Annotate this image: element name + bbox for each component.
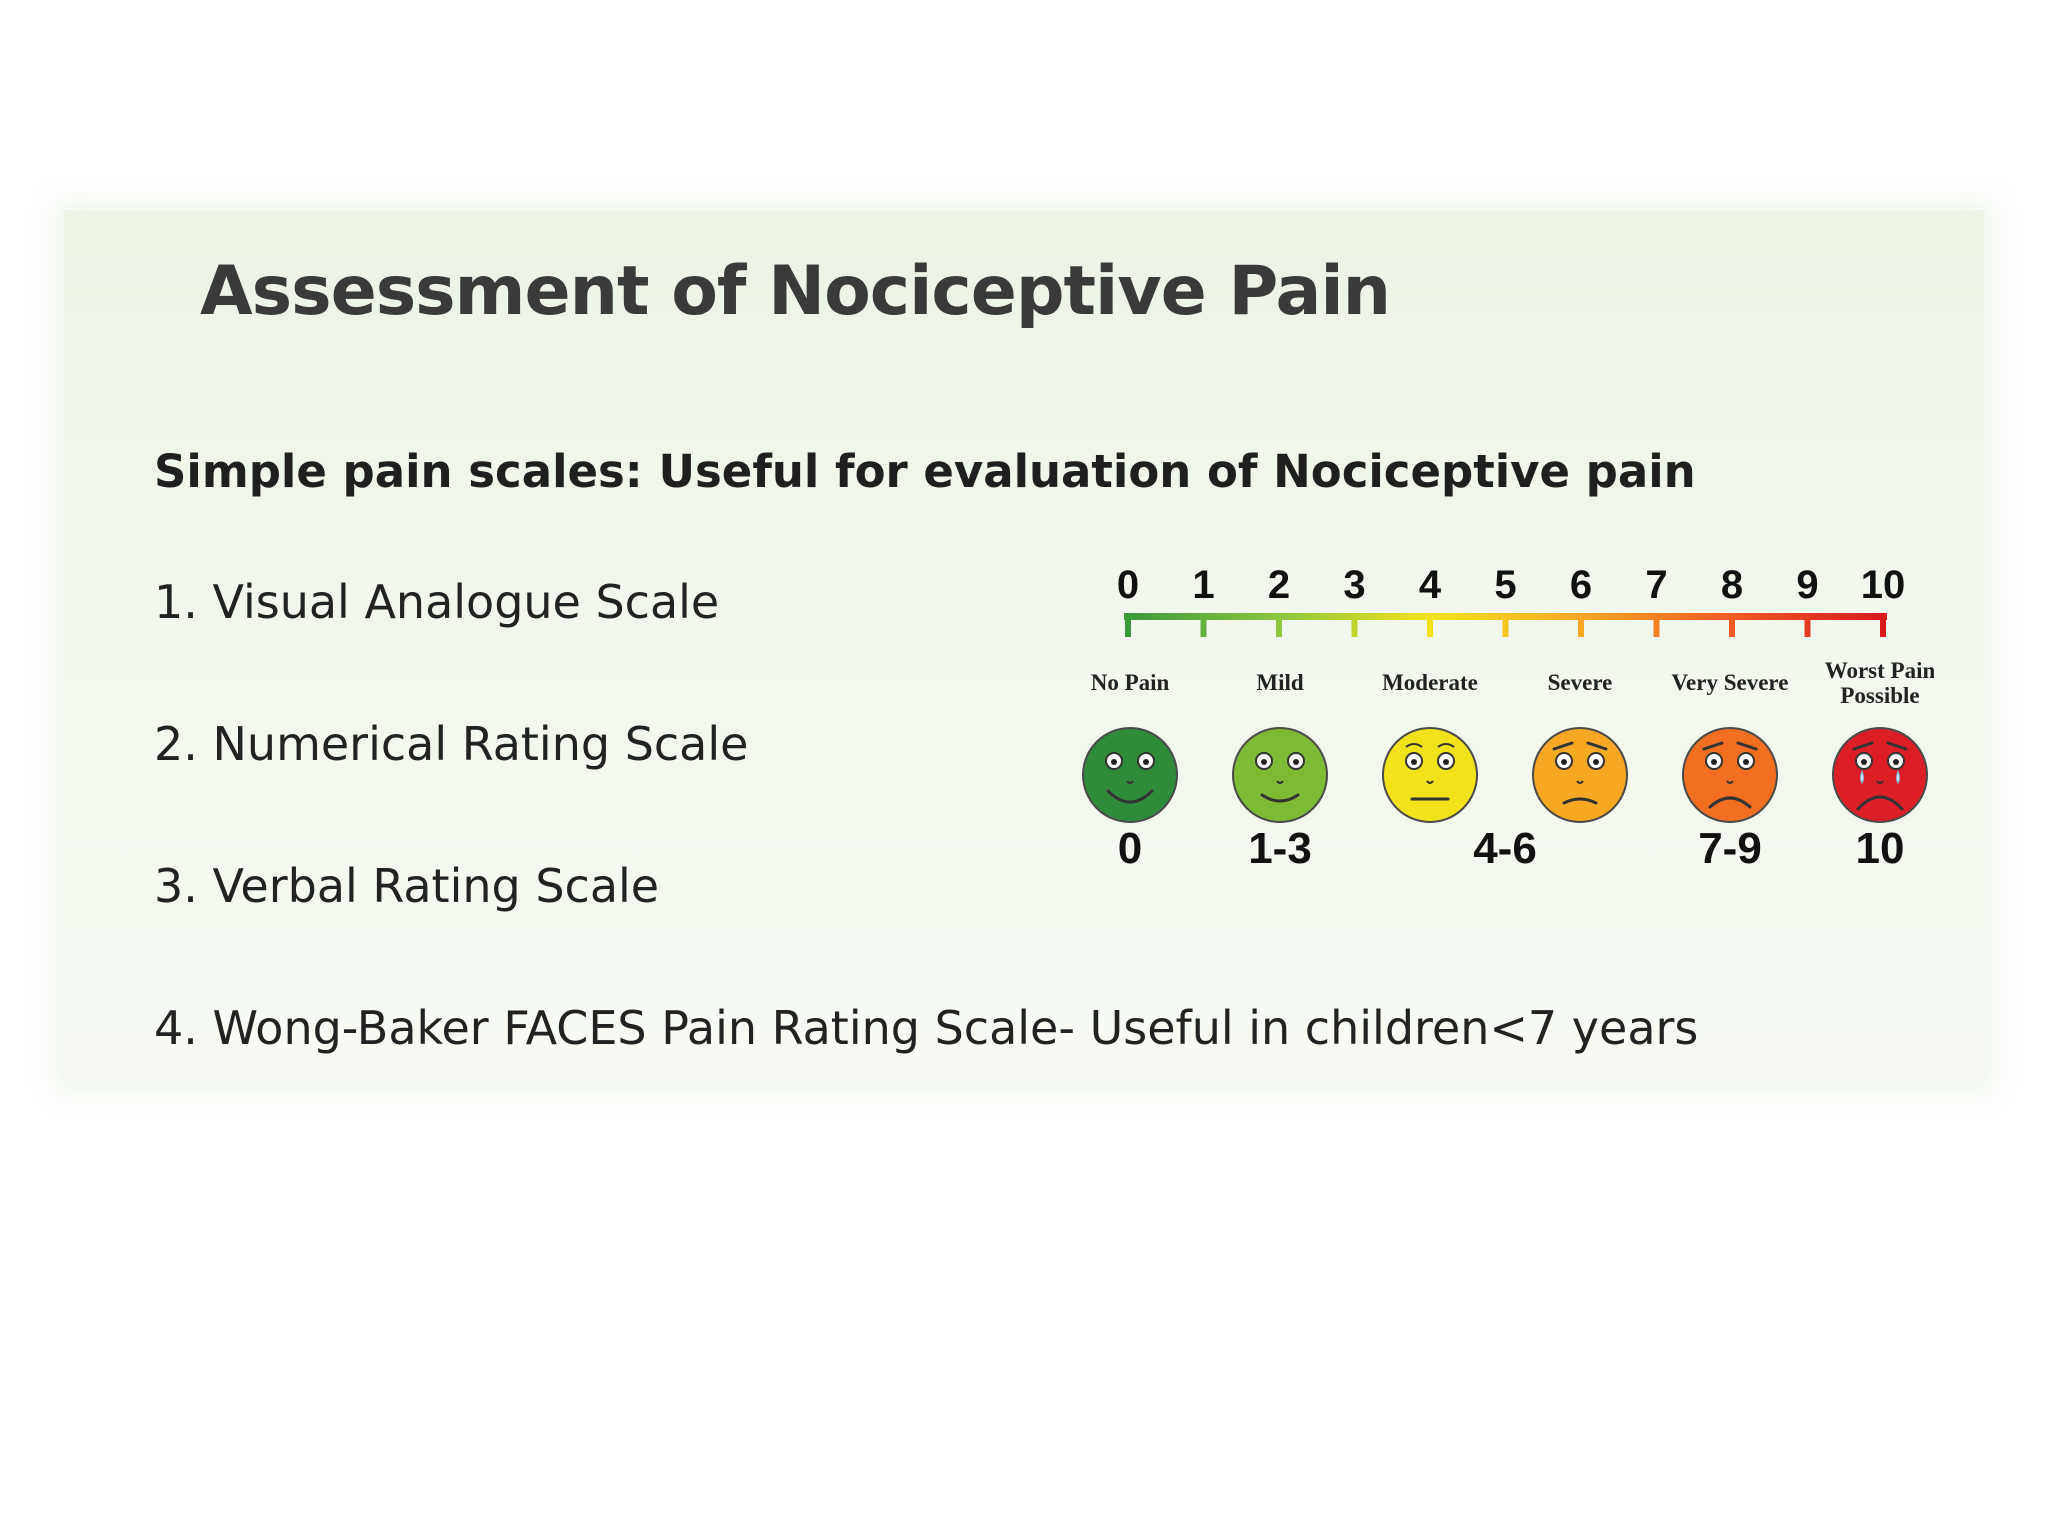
face-range-label: 0 [1118,824,1142,870]
scale-tick [1804,613,1811,637]
face-eyebrow [1437,743,1455,748]
face-label: Moderate [1382,670,1478,695]
slide-subtitle: Simple pain scales: Useful for evaluatio… [154,445,1696,498]
face-circle [1232,727,1328,823]
face-range-label: 7-9 [1698,824,1762,870]
scale-tick [1880,613,1886,637]
neutral-face-icon: Moderate [1382,670,1478,823]
face-pupil [1711,759,1717,765]
face-label: No Pain [1091,670,1170,695]
face-circle [1382,727,1478,823]
scale-number: 6 [1570,563,1592,607]
face-pupil [1411,759,1417,765]
scale-number: 7 [1645,563,1667,607]
face-label: Very Severe [1672,670,1789,695]
face-pupil [1561,759,1567,765]
frowning-face-icon: Severe [1532,670,1628,823]
face-pupil [1293,759,1299,765]
list-item-visual-analogue-scale: 1. Visual Analogue Scale [154,575,720,629]
face-eyebrow [1886,741,1908,751]
scale-tick [1351,613,1358,637]
face-eyebrow [1736,741,1758,751]
pain-scale-graphic: 0 1 2 3 4 5 6 7 8 9 10 No Pain 0 Mild 1-3 Moderate Sever… [1082,563,1934,870]
scale-number: 10 [1861,563,1906,607]
face-circle [1532,727,1628,823]
scale-number: 8 [1721,563,1743,607]
face-pupil [1593,759,1599,765]
face-mouth [1708,796,1752,809]
face-tear [1860,769,1864,784]
scale-number: 4 [1419,563,1442,607]
face-tear [1896,769,1900,784]
list-item-verbal-rating-scale: 3. Verbal Rating Scale [154,859,660,913]
list-item-numerical-rating-scale: 2. Numerical Rating Scale [154,717,749,771]
scale-tick [1729,613,1735,637]
face-pupil [1143,759,1149,765]
face-pupil [1893,759,1899,765]
face-label: Severe [1548,670,1613,695]
face-label: Mild [1256,670,1303,695]
face-eyebrow [1702,741,1724,751]
scale-tick [1653,613,1660,637]
face-eyebrow [1405,743,1423,748]
scale-tick [1427,613,1433,637]
face-mouth [1106,789,1154,804]
face-circle [1832,727,1928,823]
face-mouth [1562,797,1598,805]
face-nose [1876,780,1884,784]
face-eyebrow [1852,741,1874,751]
pain-scale-figure: 0 1 2 3 4 5 6 7 8 9 10 No Pain 0 Mild 1-3 Moderate Sever… [1064,550,1934,870]
scale-tick [1125,613,1131,637]
face-eyebrow [1586,741,1608,751]
face-pupil [1111,759,1117,765]
face-pupil [1743,759,1749,765]
face-circle [1082,727,1178,823]
face-mouth [1260,793,1300,803]
scale-number: 2 [1268,563,1290,607]
face-pupil [1261,759,1267,765]
face-range-label: 1-3 [1248,824,1312,870]
scale-tick [1276,613,1282,637]
face-circle [1682,727,1778,823]
face-nose [1426,780,1434,784]
face-pupil [1861,759,1867,765]
face-nose [1126,780,1134,784]
face-nose [1576,780,1584,784]
face-eyebrow [1552,741,1574,751]
face-mouth [1856,795,1904,811]
smiling-face-icon: Mild [1232,670,1328,823]
face-range-label: 10 [1856,824,1905,870]
scale-number: 0 [1117,563,1139,607]
slide: Assessment of Nociceptive Pain Simple pa… [64,210,1984,1084]
scale-number: 1 [1192,563,1214,607]
face-pupil [1443,759,1449,765]
list-item-wong-baker-faces-scale: 4. Wong-Baker FACES Pain Rating Scale- U… [154,1001,1699,1055]
slide-title: Assessment of Nociceptive Pain [200,252,1391,331]
face-nose [1276,780,1284,784]
face-label: Possible [1840,683,1919,708]
happy-face-icon: No Pain [1082,670,1178,823]
sad-face-icon: Very Severe [1672,670,1789,823]
face-range-label: 4-6 [1473,824,1537,870]
scale-tick [1200,613,1207,637]
face-nose [1726,780,1734,784]
scale-tick [1578,613,1584,637]
scale-number: 3 [1343,563,1365,607]
face-label: Worst Pain [1825,658,1934,683]
scale-number: 9 [1796,563,1818,607]
scale-tick [1502,613,1509,637]
scale-number: 5 [1494,563,1516,607]
